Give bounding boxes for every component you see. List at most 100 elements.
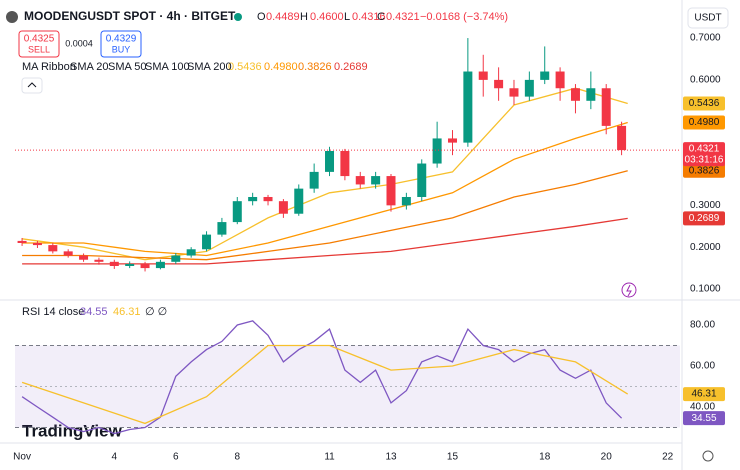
settings-icon[interactable] <box>702 450 714 462</box>
candle-body <box>355 176 365 185</box>
ma-badge-text: 0.3826 <box>689 165 720 176</box>
status-dot <box>234 13 242 21</box>
candle-body <box>401 196 411 206</box>
ohlc-key: L <box>344 11 350 23</box>
rsi-title: RSI 14 close <box>22 306 84 318</box>
rsi-badge <box>683 411 725 426</box>
candle-body <box>202 234 212 250</box>
y-tick-label: 0.1000 <box>690 284 721 295</box>
legend-value: 46.31 <box>113 306 141 318</box>
spread: 0.0004 <box>65 38 93 48</box>
ohlc-key: C <box>377 11 385 23</box>
legend-name: SMA 20 <box>70 61 109 73</box>
currency-button[interactable] <box>687 7 729 29</box>
candle-body <box>386 176 396 206</box>
candle-body <box>601 88 611 126</box>
candle-body <box>140 263 150 269</box>
candle-body <box>109 261 119 266</box>
buy-price[interactable]: 0.4329 <box>106 34 137 45</box>
series-line <box>21 344 629 425</box>
candle-body <box>79 255 89 260</box>
x-tick-label: 6 <box>173 452 179 463</box>
alert-bolt[interactable] <box>626 284 632 297</box>
candle-body <box>325 150 335 172</box>
rsi-badge <box>683 387 725 402</box>
candle-body <box>555 71 565 89</box>
candle-body <box>570 88 580 101</box>
candle-body <box>447 138 457 143</box>
alert-icon[interactable] <box>621 282 637 298</box>
candle-body <box>371 176 381 185</box>
x-tick-label: 13 <box>385 452 397 463</box>
x-tick-label: 22 <box>662 452 674 463</box>
y-tick-label: 80.00 <box>690 320 715 331</box>
ma-badge <box>683 211 725 226</box>
sell-label[interactable]: SELL <box>28 44 50 54</box>
legend-title: MA Ribbon <box>22 61 76 73</box>
candle-body <box>155 261 165 269</box>
ohlc-key: O <box>257 11 266 23</box>
collapse-icon[interactable] <box>27 82 37 88</box>
candle-body <box>171 255 181 262</box>
candle-body <box>32 242 42 246</box>
ohlc-value: 0.4600 <box>310 11 344 23</box>
x-tick-label: 11 <box>324 452 335 463</box>
x-tick-label: 15 <box>447 452 459 463</box>
symbol-icon <box>6 11 18 23</box>
ma-badge <box>683 115 725 130</box>
price-change: −0.0168 (−3.74%) <box>420 11 508 23</box>
candle-body <box>509 88 519 97</box>
legend-value: 0.4980 <box>264 61 298 73</box>
ma-badge-text: 0.2689 <box>689 213 720 224</box>
legend-value: 0.3826 <box>298 61 332 73</box>
series-line <box>22 87 628 261</box>
candle-body <box>540 71 550 80</box>
ma-badge-text: 0.5436 <box>689 98 720 109</box>
ohlc-value: 0.4316 <box>352 11 386 23</box>
candle-body <box>294 188 304 214</box>
series-line <box>22 121 628 257</box>
candle-body <box>263 196 273 202</box>
legend-name: SMA 200 <box>187 61 232 73</box>
sell-price[interactable]: 0.4325 <box>24 34 55 45</box>
candle-body <box>232 201 242 223</box>
candle-body <box>524 79 534 97</box>
x-tick-label: 18 <box>539 452 551 463</box>
y-tick-label: 0.2000 <box>690 242 721 253</box>
y-tick-label: 60.00 <box>690 361 715 372</box>
ohlc-value: 0.4489 <box>266 11 300 23</box>
x-tick-label: 4 <box>112 452 118 463</box>
y-tick-label: 40.00 <box>690 402 715 413</box>
candle-body <box>340 150 350 177</box>
ohlc-key: H <box>300 11 308 23</box>
rsi-extra: ∅ ∅ <box>145 306 167 318</box>
candle-body <box>186 249 196 256</box>
series-line <box>22 217 628 265</box>
candle-body <box>217 222 227 235</box>
y-tick-label: 0.3000 <box>690 200 721 211</box>
ma-badge <box>683 163 725 178</box>
series-line <box>22 170 628 261</box>
buy-button[interactable] <box>100 30 142 58</box>
x-tick-label: 20 <box>601 452 613 463</box>
y-tick-label: 0.7000 <box>690 33 721 44</box>
collapse-button[interactable] <box>21 77 43 94</box>
candle-body <box>586 88 596 101</box>
currency[interactable]: USDT <box>694 13 721 24</box>
candle-body <box>125 263 135 266</box>
legend-name: SMA 100 <box>145 61 190 73</box>
x-tick-label: Nov <box>13 452 31 463</box>
candle-body <box>63 251 73 256</box>
candle-body <box>248 196 258 202</box>
candle-body <box>617 125 627 151</box>
rsi-badge-text: 46.31 <box>691 389 716 400</box>
buy-label[interactable]: BUY <box>112 44 131 54</box>
candle-body <box>94 259 104 262</box>
candle-body <box>48 245 58 252</box>
price-badge-text: 0.4321 <box>689 144 720 155</box>
legend-name: SMA 50 <box>108 61 147 73</box>
sell-button[interactable] <box>18 30 60 58</box>
legend-value: 0.5436 <box>228 61 262 73</box>
candle-body <box>463 71 473 143</box>
